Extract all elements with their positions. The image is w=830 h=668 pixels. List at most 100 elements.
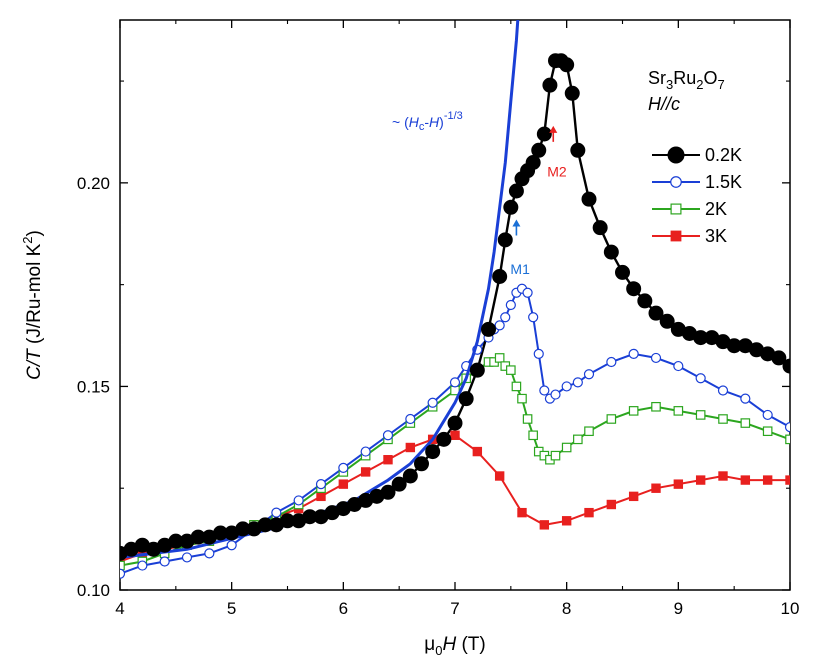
data-point-0.2K — [402, 468, 418, 484]
data-point-1.5K — [360, 446, 371, 457]
data-point-0.2K — [782, 358, 790, 374]
compound-sr: Sr — [648, 68, 666, 88]
x-title-mu: μ — [424, 634, 435, 655]
data-point-2K — [506, 365, 516, 375]
data-point-2K — [628, 406, 639, 416]
data-point-2K — [517, 393, 527, 404]
x-title-sub: 0 — [435, 643, 442, 658]
data-point-0.2K — [508, 183, 524, 199]
annotations: M1 M2 — [510, 125, 567, 277]
x-tick-label: 9 — [674, 599, 683, 618]
data-point-1.5K — [500, 312, 511, 323]
data-point-0.2K — [497, 232, 513, 248]
legend-marker-1.5K — [670, 176, 682, 188]
data-point-1.5K — [572, 377, 583, 388]
data-point-1.5K — [293, 495, 304, 506]
y-axis-title: C/T (J/Ru-mol K2) — [20, 230, 45, 380]
arrowhead-M1 — [512, 219, 521, 227]
legend-field-direction: H//c — [648, 94, 680, 114]
data-point-0.2K — [637, 293, 653, 309]
data-point-0.2K — [648, 305, 664, 321]
series-layer — [120, 20, 790, 579]
x-title-unit: (T) — [456, 634, 486, 655]
fit-label: ~ (Hc-H)-1/3 — [392, 110, 463, 133]
data-point-1.5K — [120, 568, 126, 579]
data-point-1.5K — [271, 507, 282, 518]
data-point-3K — [651, 483, 661, 493]
data-point-0.2K — [414, 456, 429, 472]
data-point-0.2K — [391, 476, 407, 492]
data-point-2K — [561, 442, 572, 453]
data-point-0.2K — [436, 431, 452, 447]
y-title-unit: (J/Ru-mol K — [24, 243, 45, 349]
data-point-2K — [528, 430, 538, 441]
legend-compound: Sr3Ru2O7 — [648, 68, 725, 92]
data-point-1.5K — [449, 377, 461, 388]
legend-label-3K: 3K — [705, 226, 727, 246]
data-point-1.5K — [717, 385, 729, 396]
x-axis-title: μ0H (T) — [424, 634, 485, 658]
compound-sub-1: 3 — [666, 77, 673, 92]
data-point-1.5K — [405, 413, 416, 425]
y-tick-label: 0.15 — [77, 377, 110, 396]
data-point-2K — [740, 418, 751, 428]
data-point-3K — [584, 507, 594, 518]
data-point-1.5K — [740, 393, 751, 404]
legend-label-1.5K: 1.5K — [705, 172, 742, 192]
y-title-close: ) — [24, 230, 45, 236]
legend-marker-3K — [670, 230, 682, 242]
data-point-2K — [494, 353, 505, 363]
data-point-0.2K — [603, 244, 619, 260]
data-point-0.2K — [481, 321, 496, 337]
data-point-1.5K — [628, 348, 639, 359]
data-point-1.5K — [315, 479, 327, 490]
data-point-1.5K — [650, 352, 662, 364]
data-point-3K — [360, 467, 371, 477]
data-point-3K — [628, 491, 639, 502]
data-point-1.5K — [494, 320, 505, 331]
data-point-1.5K — [673, 360, 684, 372]
data-point-2K — [695, 410, 706, 420]
fit-label-mid: - — [424, 114, 429, 130]
data-point-0.2K — [615, 264, 630, 280]
data-point-0.2K — [492, 269, 508, 284]
data-point-3K — [673, 479, 684, 489]
annotation-M2: M2 — [547, 163, 567, 179]
data-point-0.2K — [626, 281, 642, 297]
data-point-3K — [539, 520, 550, 530]
data-point-0.2K — [503, 199, 519, 215]
axis-ticks: 4 5 6 7 8 9 10 0.10 0.15 0.20 — [77, 20, 799, 618]
data-point-2K — [762, 426, 773, 437]
data-point-1.5K — [382, 430, 394, 441]
data-point-2K — [120, 560, 125, 571]
annotation-M1: M1 — [510, 261, 530, 277]
data-point-1.5K — [539, 385, 550, 396]
data-point-3K — [316, 491, 326, 502]
data-point-0.2K — [469, 362, 485, 378]
data-point-1.5K — [784, 422, 790, 433]
data-point-0.2K — [542, 77, 558, 93]
plot-frame — [119, 19, 791, 591]
data-point-3K — [740, 475, 751, 485]
data-point-1.5K — [583, 369, 595, 380]
data-point-3K — [718, 471, 728, 481]
legend-marker-2K — [670, 203, 682, 215]
data-point-2K — [511, 381, 522, 392]
data-point-3K — [338, 479, 349, 489]
data-point-3K — [450, 430, 460, 440]
data-point-3K — [383, 455, 393, 465]
x-title-h: H — [442, 634, 456, 655]
data-point-0.2K — [425, 444, 441, 460]
data-point-0.2K — [570, 142, 586, 158]
data-point-1.5K — [204, 548, 215, 559]
data-point-0.2K — [559, 57, 575, 73]
data-point-0.2K — [531, 142, 547, 158]
data-point-1.5K — [762, 409, 773, 421]
data-point-0.2K — [380, 484, 396, 500]
data-point-3K — [405, 442, 416, 453]
data-point-1.5K — [695, 373, 706, 384]
data-point-2K — [606, 414, 617, 424]
x-tick-label: 5 — [227, 599, 236, 618]
legend-label-2K: 2K — [705, 199, 727, 219]
